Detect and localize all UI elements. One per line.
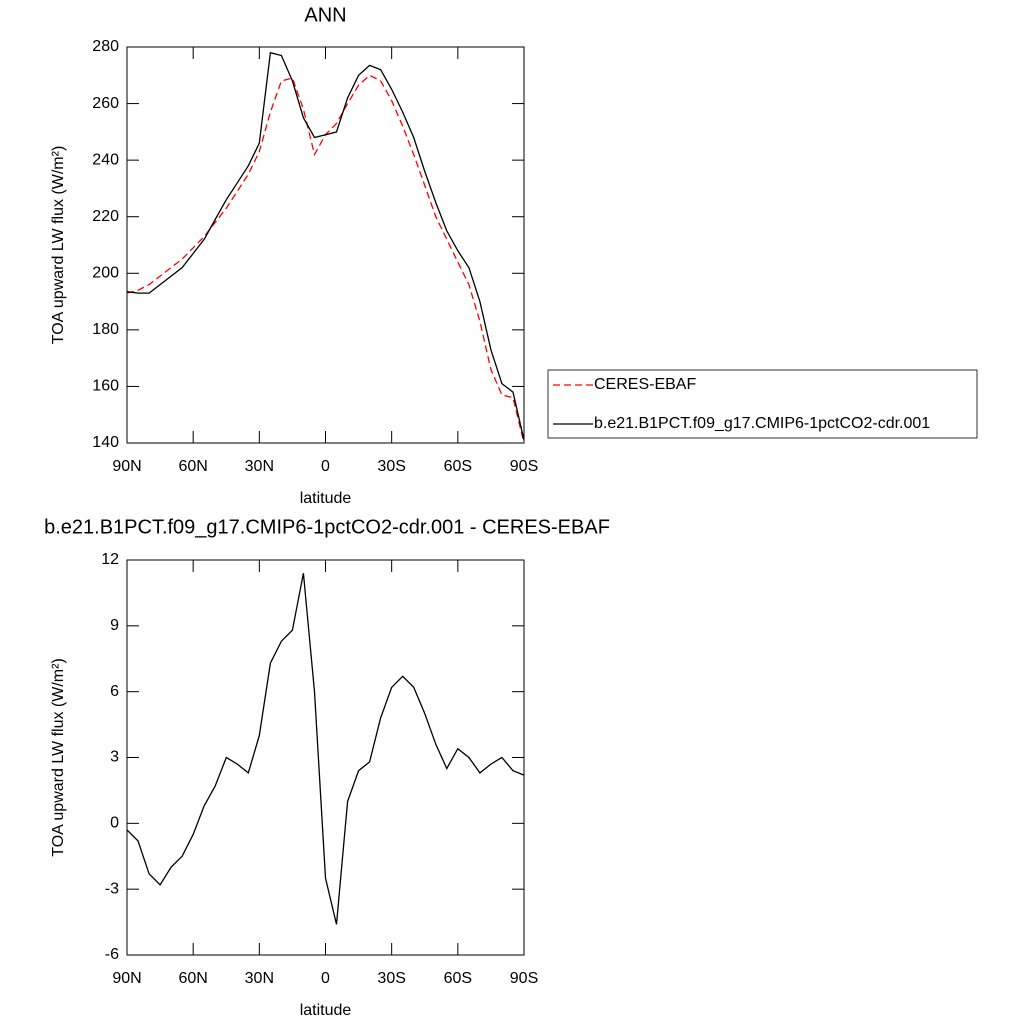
data-line [126, 51, 525, 441]
legend-label: b.e21.B1PCT.f09_g17.CMIP6-1pctCO2-cdr.00… [594, 415, 930, 432]
y-tick-label: 160 [92, 378, 119, 395]
x-tick-label: 0 [321, 970, 330, 987]
data-line [126, 74, 525, 444]
data-line [126, 573, 525, 925]
plot-frame [126, 46, 525, 444]
y-tick-label: 9 [110, 617, 119, 634]
x-tick-label: 90S [510, 458, 538, 475]
y-axis-label: TOA upward LW flux (W/m²) [50, 658, 67, 857]
legend-label: CERES-EBAF [594, 376, 696, 393]
chart-title: ANN [304, 4, 346, 26]
y-tick-label: 240 [92, 151, 119, 168]
y-tick-label: -6 [105, 946, 119, 963]
x-tick-label: 60S [444, 970, 472, 987]
y-tick-label: 280 [92, 38, 119, 55]
x-tick-label: 0 [321, 458, 330, 475]
y-tick-label: 200 [92, 265, 119, 282]
y-tick-label: 180 [92, 321, 119, 338]
y-tick-label: 3 [110, 749, 119, 766]
y-tick-label: 0 [110, 815, 119, 832]
x-tick-label: 60N [178, 458, 207, 475]
y-axis-label: TOA upward LW flux (W/m²) [50, 146, 67, 345]
x-tick-label: 60N [178, 970, 207, 987]
y-tick-label: -3 [105, 880, 119, 897]
x-tick-label: 90N [112, 970, 141, 987]
chart-title: b.e21.B1PCT.f09_g17.CMIP6-1pctCO2-cdr.00… [44, 516, 610, 538]
plot-frame [126, 559, 525, 956]
legend-box [547, 369, 978, 439]
x-tick-label: 30S [377, 970, 405, 987]
y-tick-label: 6 [110, 683, 119, 700]
x-tick-label: 30S [377, 458, 405, 475]
x-axis-label: latitude [300, 1002, 352, 1019]
y-tick-label: 220 [92, 208, 119, 225]
y-tick-label: 260 [92, 95, 119, 112]
x-tick-label: 30N [245, 458, 274, 475]
x-tick-label: 60S [444, 458, 472, 475]
x-tick-label: 90S [510, 970, 538, 987]
y-tick-label: 140 [92, 434, 119, 451]
x-axis-label: latitude [300, 490, 352, 507]
x-tick-label: 30N [245, 970, 274, 987]
x-tick-label: 90N [112, 458, 141, 475]
y-tick-label: 12 [101, 551, 119, 568]
